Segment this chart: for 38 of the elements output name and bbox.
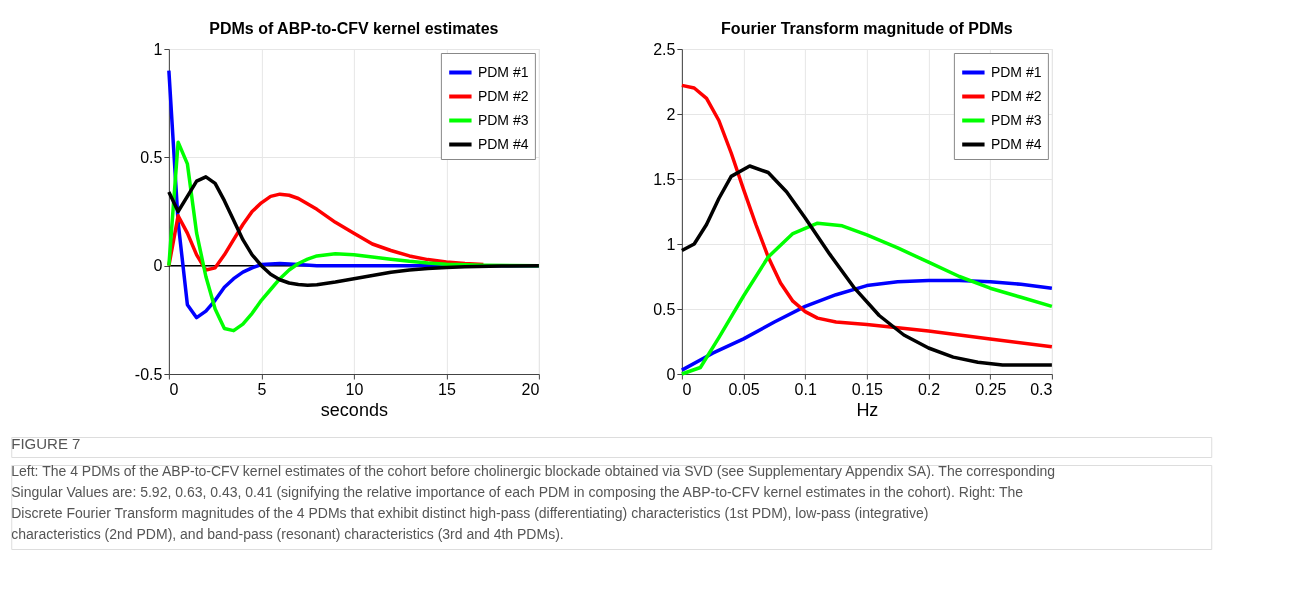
x-tick-label: 10 (345, 380, 364, 398)
x-axis-title: seconds (320, 399, 388, 420)
legend-label: PDM #2 (477, 87, 529, 104)
line-series (680, 83, 1054, 349)
y-tick-label: 1.5 (653, 170, 676, 188)
x-tick-label: 0 (682, 380, 692, 398)
chart-title: Fourier Transform magnitude of PDMs (721, 20, 1013, 37)
legend-label: PDM #1 (990, 63, 1042, 80)
legend-label: PDM #3 (990, 111, 1042, 128)
legend-label: PDM #1 (477, 63, 529, 80)
y-tick-label: 0.5 (653, 300, 676, 318)
y-tick-label: 2 (666, 105, 676, 123)
legend-label: PDM #4 (990, 135, 1042, 152)
y-tick-label: 0 (666, 365, 676, 383)
x-tick-label: 0.1 (794, 380, 817, 398)
y-tick-label: 1 (153, 40, 163, 58)
chart-title: PDMs of ABP-to-CFV kernel estimates (209, 20, 499, 37)
caption: FIGURE 7 (11, 435, 81, 452)
legend-label: PDM #2 (990, 87, 1042, 104)
x-axis-title: Hz (856, 399, 879, 420)
x-tick-label: 0.2 (917, 380, 941, 398)
x-tick-label: 15 (437, 380, 456, 398)
y-tick-label: -0.5 (134, 365, 163, 383)
text: Left: The 4 PDMs of the ABP-to-CFV kernel estimates of the cohort before cholinergic blockade obtained via SVD (see Supplementary Appendix SA). The corresponding Singular Values are: 5.92, 0.63, 0.43, 0.41 (signifying the relative importance of each PDM in composing the ABP-to-CFV kernel estimates in the cohort). Right: The Discrete Fourier Transform magnitudes of the 4 PDMs that exhibit distinct high-pass (differentiating) characteristics (1st PDM), low-pass (integrative) characteristics (2nd PDM), and band-pass (resonant) characteristics (3rd and 4th PDMs). (11, 463, 1056, 542)
legend-label: PDM #4 (477, 135, 529, 152)
y-tick-label: 1 (666, 235, 676, 253)
y-tick-label: 0 (153, 257, 163, 275)
y-tick-label: 0.5 (140, 148, 163, 166)
x-tick-label: 5 (257, 380, 267, 398)
line-series (680, 164, 1054, 367)
x-tick-label: 0.25 (975, 380, 1007, 398)
x-tick-label: 0 (169, 380, 179, 398)
x-tick-label: 20 (521, 380, 540, 398)
y-tick-label: 2.5 (653, 40, 676, 58)
x-tick-label: 0.15 (851, 380, 884, 398)
legend-label: PDM #3 (477, 111, 529, 128)
x-tick-label: 0.3 (1030, 380, 1053, 398)
x-tick-label: 0.05 (728, 380, 760, 398)
